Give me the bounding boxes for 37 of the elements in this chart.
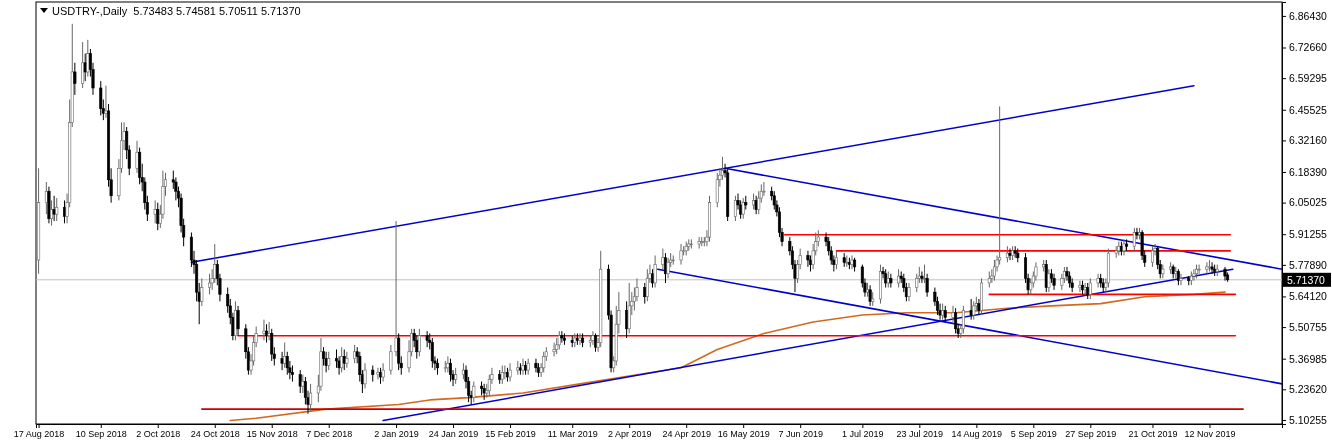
x-tick-label: 17 Aug 2018 (13, 429, 65, 440)
x-tick-label: 2 Oct 2018 (136, 429, 181, 440)
x-tick-label: 15 Feb 2019 (485, 429, 536, 440)
y-tick-label: 5.50755 (1289, 320, 1328, 333)
y-tick-label: 5.23620 (1289, 383, 1328, 396)
x-tick-label: 21 Oct 2019 (1128, 429, 1178, 440)
y-tick-label: 5.64120 (1289, 290, 1328, 303)
x-tick-label: 7 Jun 2019 (778, 429, 823, 440)
y-tick-label: 6.59295 (1289, 72, 1328, 85)
x-tick-label: 27 Sep 2019 (1065, 429, 1117, 440)
x-tick-label: 7 Dec 2018 (306, 429, 353, 440)
y-tick-label: 6.05025 (1289, 196, 1328, 209)
x-tick-label: 1 Jul 2019 (842, 429, 884, 440)
x-tick-label: 5 Sep 2019 (1010, 429, 1057, 440)
y-tick-label: 6.45525 (1289, 103, 1328, 116)
x-tick-label: 2 Apr 2019 (607, 429, 652, 440)
x-tick-label: 24 Oct 2018 (190, 429, 240, 440)
x-tick-label: 10 Sep 2018 (75, 429, 127, 440)
y-tick-label: 5.36985 (1289, 352, 1328, 365)
x-tick-label: 12 Nov 2019 (1184, 429, 1236, 440)
ref-line-label: 5.71370 (1287, 273, 1326, 286)
y-tick-label: 5.10255 (1289, 413, 1328, 426)
x-tick-label: 14 Aug 2019 (951, 429, 1003, 440)
y-tick-label: 5.91255 (1289, 228, 1328, 241)
x-tick-label: 24 Apr 2019 (662, 429, 711, 440)
y-tick-label: 6.86430 (1289, 9, 1328, 22)
x-tick-label: 11 Mar 2019 (547, 429, 598, 440)
chart-title: USDTRY-,Daily 5.73483 5.74581 5.70511 5.71370 (52, 5, 301, 17)
x-tick-label: 16 May 2019 (717, 429, 770, 440)
y-tick-label: 5.77890 (1289, 258, 1328, 271)
x-tick-label: 2 Jan 2019 (374, 429, 419, 440)
x-tick-label: 15 Nov 2018 (246, 429, 298, 440)
y-tick-label: 6.18390 (1289, 165, 1328, 178)
x-tick-label: 24 Jan 2019 (428, 429, 479, 440)
x-tick-label: 23 Jul 2019 (896, 429, 944, 440)
y-tick-label: 6.72660 (1289, 41, 1328, 54)
y-tick-label: 6.32160 (1289, 134, 1328, 147)
